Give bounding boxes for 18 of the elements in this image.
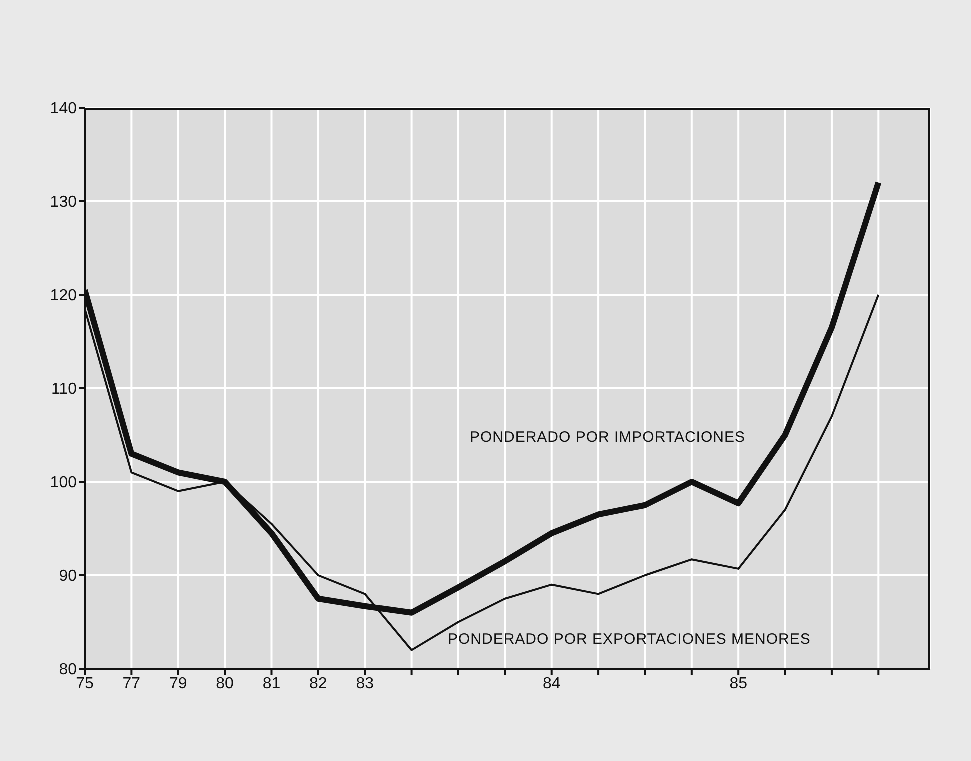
y-tick-label: 90: [59, 568, 78, 586]
y-tick-label: 110: [51, 381, 78, 398]
x-tick-label: 77: [122, 675, 141, 692]
y-tick-label: 80: [59, 662, 78, 679]
x-tick-label: 79: [169, 675, 188, 692]
y-tick-label: 130: [50, 194, 78, 212]
series-label: PONDERADO POR EXPORTACIONES MENORES: [448, 631, 811, 648]
x-tick-label: 82: [310, 675, 328, 692]
y-tick-label: 120: [50, 288, 78, 305]
x-tick-label: 75: [76, 675, 94, 692]
x-tick-label: 84: [542, 675, 561, 692]
x-tick-label: 83: [356, 675, 374, 692]
series-label: PONDERADO POR IMPORTACIONES: [470, 428, 746, 446]
x-tick-label: 85: [730, 675, 748, 692]
y-tick-label: 140: [50, 100, 78, 118]
x-tick-label: 80: [216, 675, 234, 692]
y-tick-label: 100: [50, 474, 78, 492]
x-tick-label: 81: [262, 675, 281, 692]
